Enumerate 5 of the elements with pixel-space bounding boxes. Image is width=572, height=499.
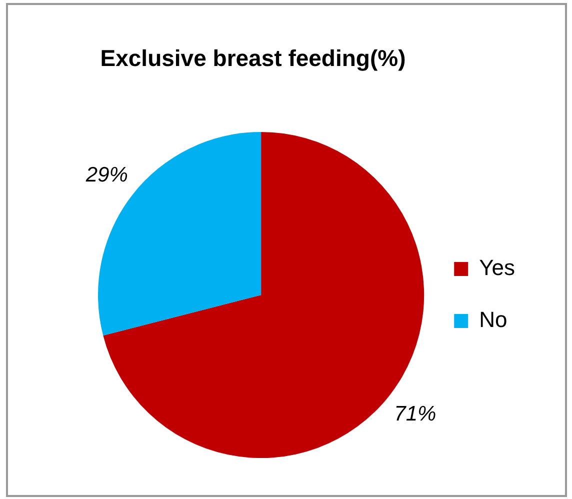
- legend-label: Yes: [479, 255, 515, 280]
- chart-title: Exclusive breast feeding(%): [99, 45, 407, 72]
- legend-label: No: [479, 307, 508, 332]
- data-label: 29%: [84, 163, 128, 186]
- data-label: 71%: [394, 402, 436, 426]
